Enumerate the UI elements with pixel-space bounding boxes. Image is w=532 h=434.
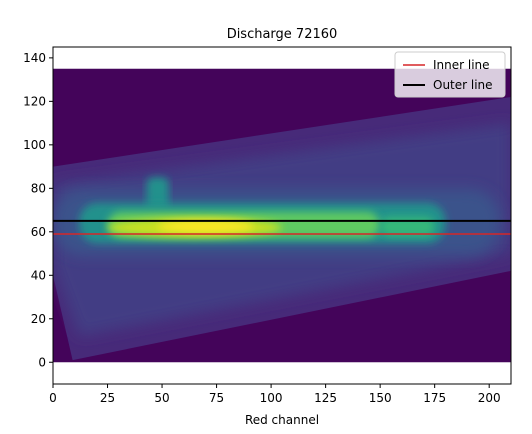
y-tick-label: 80	[31, 181, 46, 195]
x-tick-label: 50	[154, 391, 169, 405]
legend-label: Outer line	[433, 78, 493, 92]
y-tick-label: 0	[38, 355, 46, 369]
y-tick-label: 120	[23, 94, 46, 108]
plot-area	[53, 68, 511, 363]
x-axis-label: Red channel	[245, 413, 319, 427]
axes-frame	[52, 46, 512, 385]
band-peak	[157, 220, 254, 233]
x-axis: 0 25 50 75 100 125 150 175 200	[49, 384, 501, 405]
x-tick-label: 100	[260, 391, 283, 405]
x-tick-label: 75	[209, 391, 224, 405]
x-tick-label: 150	[369, 391, 392, 405]
y-axis: 0 20 40 60 80 100 120 140	[23, 51, 53, 369]
reference-lines	[53, 219, 511, 235]
y-tick-label: 40	[31, 268, 46, 282]
chart-title: Discharge 72160	[227, 27, 338, 42]
heatmap-image	[53, 68, 511, 363]
y-tick-label: 100	[23, 138, 46, 152]
x-tick-label: 125	[314, 391, 337, 405]
y-tick-label: 140	[23, 51, 46, 65]
y-tick-label: 60	[31, 225, 46, 239]
x-tick-label: 25	[100, 391, 115, 405]
x-tick-label: 200	[478, 391, 501, 405]
y-tick-label: 20	[31, 312, 46, 326]
legend: Inner line Outer line	[394, 51, 506, 98]
x-tick-label: 0	[49, 391, 57, 405]
x-tick-label: 175	[423, 391, 446, 405]
legend-label: Inner line	[433, 58, 490, 72]
